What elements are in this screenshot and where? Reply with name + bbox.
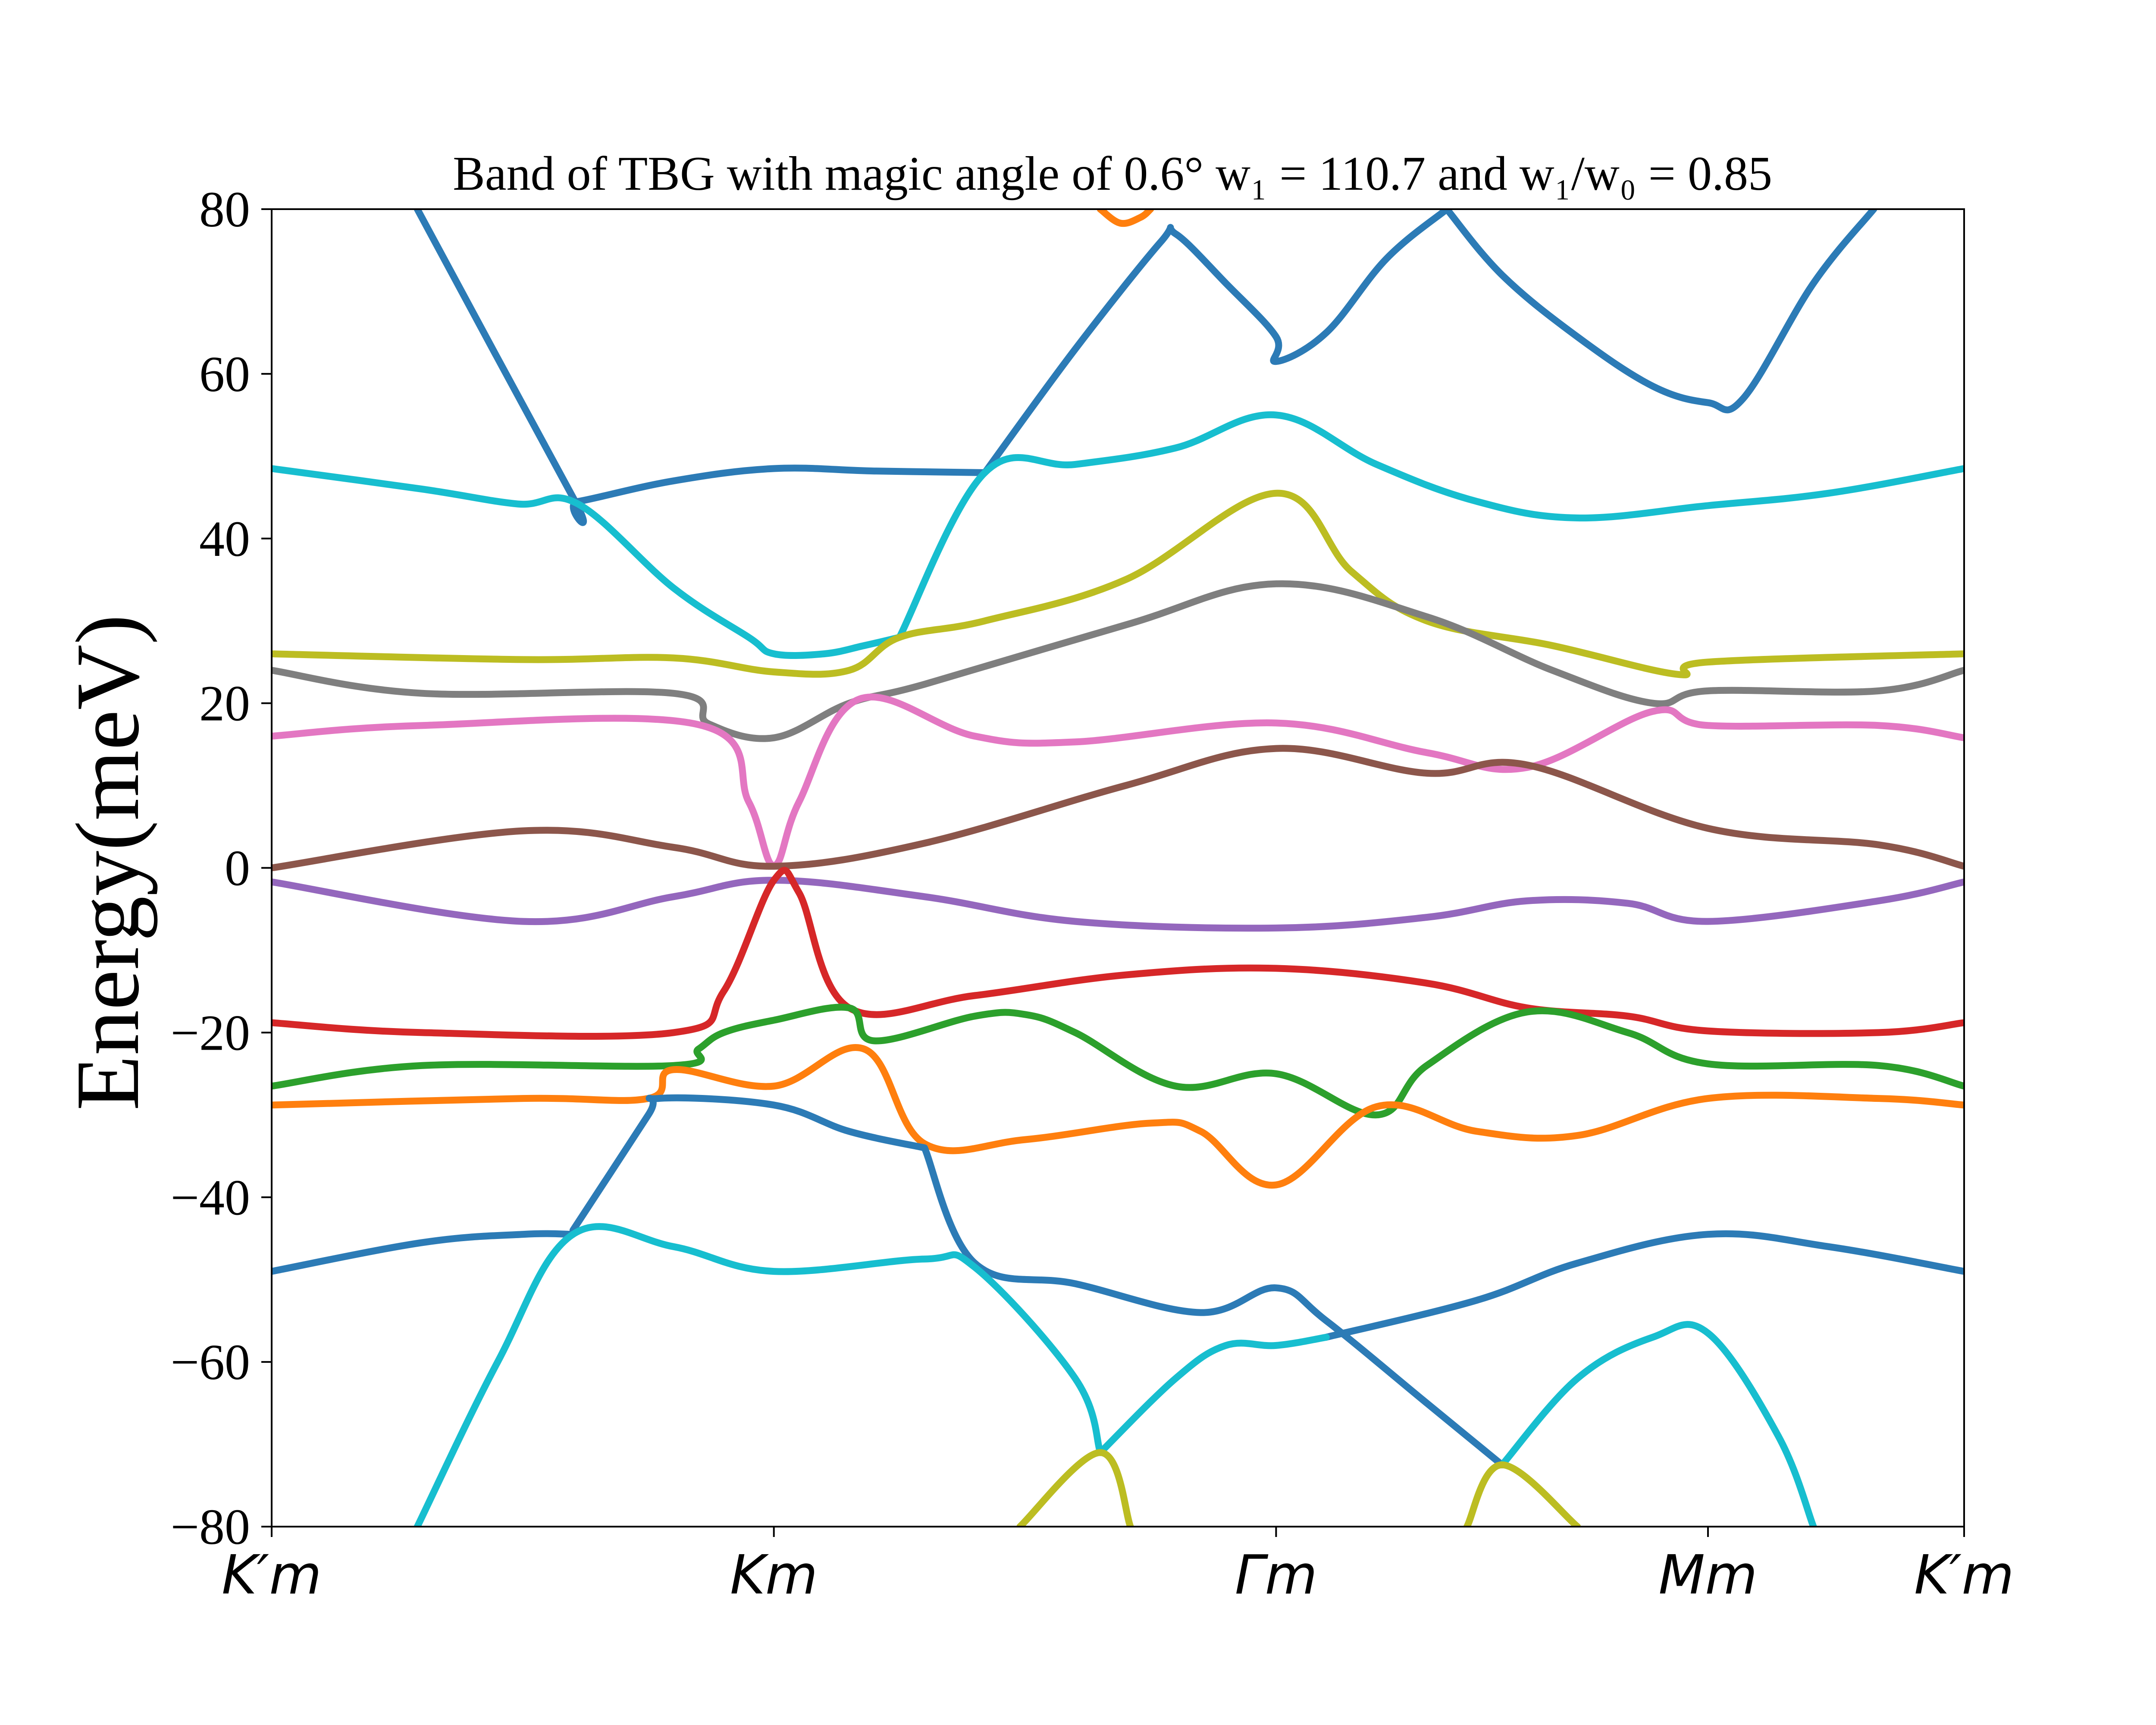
band-line-2 bbox=[981, 209, 1451, 476]
band-line-5 bbox=[272, 465, 903, 659]
chart-title: Band of TBG with magic angle of 0.6° w₁ … bbox=[453, 147, 1772, 201]
y-tick-label: 80 bbox=[199, 181, 250, 238]
x-tick-label: Γm bbox=[1235, 1544, 1317, 1606]
y-tick-label: 60 bbox=[199, 346, 250, 402]
band-line-4 bbox=[1097, 209, 1154, 227]
band-line-13 bbox=[272, 1004, 1964, 1119]
band-line-11 bbox=[272, 877, 1964, 932]
y-tick-label: −80 bbox=[170, 1499, 250, 1555]
band-line-20 bbox=[1097, 1333, 1330, 1456]
band-line-22 bbox=[1016, 1449, 1134, 1527]
band-line-9 bbox=[272, 693, 1964, 869]
x-tick-label: Km bbox=[730, 1544, 818, 1606]
band-line-12 bbox=[272, 867, 1964, 1040]
band-line-21 bbox=[1498, 1321, 1817, 1527]
band-line-8 bbox=[272, 580, 1964, 742]
band-line-23 bbox=[1463, 1461, 1581, 1527]
y-tick-label: 0 bbox=[225, 840, 250, 897]
band-line-3 bbox=[1443, 209, 1877, 414]
band-line-7 bbox=[272, 489, 1964, 678]
x-tick-label: Mm bbox=[1658, 1544, 1758, 1606]
band-line-6 bbox=[896, 411, 1964, 641]
x-tick-label: K′m bbox=[1914, 1544, 2014, 1606]
band-line-10 bbox=[272, 745, 1964, 872]
band-line-17 bbox=[272, 1230, 577, 1275]
y-tick-label: 20 bbox=[199, 675, 250, 732]
band-lines bbox=[272, 209, 1964, 1527]
y-axis-label: Energy(meV) bbox=[58, 615, 158, 1111]
band-line-15 bbox=[569, 1094, 928, 1234]
y-tick-label: −60 bbox=[170, 1334, 250, 1390]
y-tick-label: −40 bbox=[170, 1169, 250, 1226]
x-tick-label: K′m bbox=[222, 1544, 322, 1606]
y-tick-label: 40 bbox=[199, 511, 250, 567]
band-line-1 bbox=[414, 209, 988, 526]
band-line-19 bbox=[414, 1223, 1104, 1527]
band-line-14 bbox=[272, 1044, 1964, 1189]
band-line-18 bbox=[1322, 1230, 1964, 1341]
y-tick-label: −20 bbox=[170, 1004, 250, 1061]
